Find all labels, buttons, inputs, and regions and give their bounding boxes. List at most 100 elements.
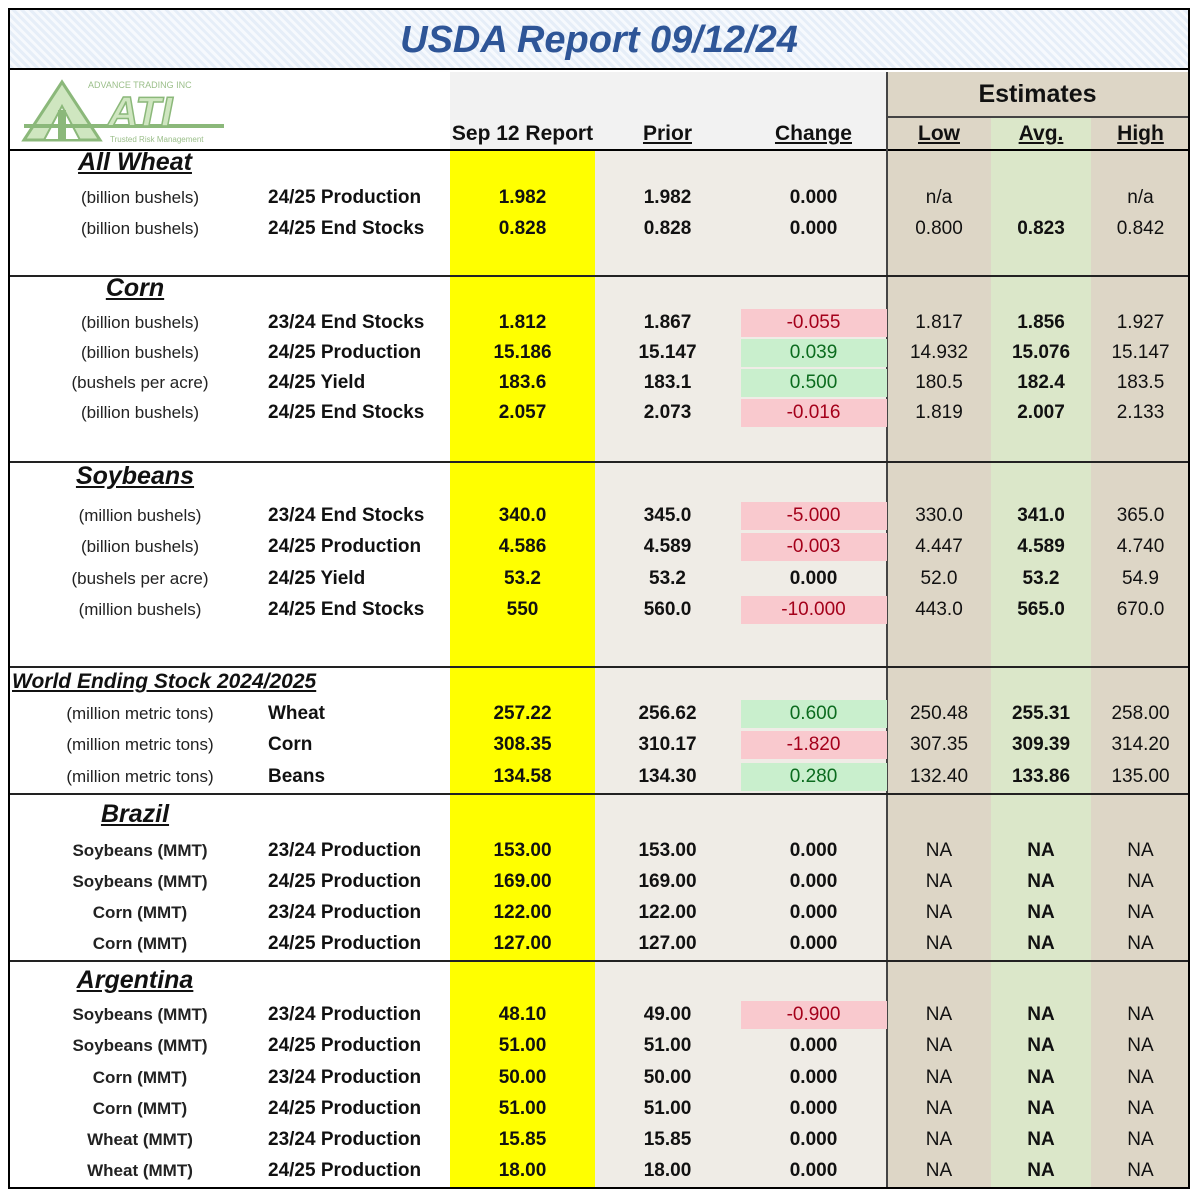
estimate-high: 135.00	[1111, 766, 1170, 787]
change-value: 0.000	[789, 1035, 838, 1056]
current-value: 308.35	[493, 734, 552, 755]
row-unit: (million bushels)	[78, 506, 202, 525]
prior-value: 310.17	[638, 734, 697, 755]
estimate-avg: NA	[1027, 1160, 1055, 1181]
prior-value: 183.1	[643, 372, 692, 393]
estimate-low: 14.932	[909, 342, 969, 363]
current-value: 2.057	[498, 402, 547, 423]
prior-value: 18.00	[643, 1160, 692, 1181]
prior-value: 0.828	[643, 218, 692, 239]
prior-value: 51.00	[643, 1098, 692, 1119]
change-cell: 0.000	[740, 1156, 887, 1186]
row-unit: Soybeans (MMT)	[72, 872, 208, 891]
estimate-low: NA	[925, 1160, 953, 1181]
prior-value: 1.867	[643, 312, 692, 333]
change-cell: 0.000	[740, 1125, 887, 1155]
estimate-low: NA	[925, 1035, 953, 1056]
row-unit: (million metric tons)	[66, 735, 214, 754]
estimate-avg: NA	[1027, 1098, 1055, 1119]
prior-value: 51.00	[643, 1035, 692, 1056]
estimate-low: n/a	[925, 187, 953, 208]
change-value: 0.000	[789, 933, 838, 954]
row-unit: Soybeans (MMT)	[72, 1005, 208, 1024]
table-row: (bushels per acre) 24/25 Yield 183.6 183.1 0…	[10, 368, 1188, 398]
change-cell: 0.000	[740, 898, 887, 928]
estimate-low: 330.0	[915, 505, 963, 526]
row-unit: (million metric tons)	[66, 704, 214, 723]
estimate-high: NA	[1127, 1004, 1154, 1025]
estimate-avg: 15.076	[1011, 342, 1071, 363]
estimate-high: NA	[1127, 902, 1154, 923]
estimate-low: NA	[925, 1004, 953, 1025]
current-value: 4.586	[498, 536, 547, 557]
prior-value: 560.0	[643, 599, 692, 620]
table-row: (million bushels) 24/25 End Stocks 550 560.…	[10, 595, 1188, 625]
change-cell: 0.000	[740, 1094, 887, 1124]
estimate-avg: 0.823	[1017, 218, 1065, 239]
estimate-avg: 182.4	[1017, 372, 1065, 393]
header-band	[450, 72, 887, 150]
change-cell: 0.000	[740, 183, 887, 213]
change-value: 0.000	[789, 218, 838, 239]
estimate-low: NA	[925, 1067, 953, 1088]
estimate-avg: 309.39	[1011, 734, 1071, 755]
estimate-high: n/a	[1127, 187, 1154, 208]
logo-tagline: Trusted Risk Management	[110, 135, 204, 144]
estimate-low: NA	[925, 933, 953, 954]
estimates-divider	[887, 116, 1188, 118]
estimate-high: 0.842	[1116, 218, 1165, 239]
title-bar: USDA Report 09/12/24	[10, 10, 1188, 70]
change-cell: 0.000	[740, 867, 887, 897]
row-unit: (million bushels)	[78, 600, 202, 619]
current-value: 153.00	[493, 840, 552, 861]
table-row: (million metric tons) Corn 308.35 310.17 -1.…	[10, 730, 1188, 760]
table-row: (million metric tons) Beans 134.58 134.30 0.…	[10, 762, 1188, 792]
current-value: 51.00	[498, 1035, 547, 1056]
estimate-avg: 341.0	[1017, 505, 1065, 526]
change-cell: -10.000	[740, 595, 887, 625]
estimate-high: 183.5	[1116, 372, 1165, 393]
table-row: Wheat (MMT) 23/24 Production 15.85 15.85 0.0…	[10, 1125, 1188, 1155]
row-unit: (billion bushels)	[80, 343, 200, 362]
estimate-avg: 565.0	[1017, 599, 1065, 620]
estimate-high: NA	[1127, 871, 1154, 892]
row-label: 23/24 Production	[268, 840, 422, 861]
change-cell: -0.900	[740, 1000, 887, 1030]
estimates-high-band	[1091, 72, 1188, 1187]
prior-value: 2.073	[643, 402, 692, 423]
section-divider	[10, 461, 1188, 463]
prior-value: 53.2	[649, 568, 686, 589]
estimate-high: NA	[1127, 933, 1154, 954]
change-value: -0.003	[740, 533, 887, 561]
current-value: 127.00	[493, 933, 552, 954]
estimate-avg: NA	[1027, 902, 1055, 923]
table-row: Wheat (MMT) 24/25 Production 18.00 18.00 0.0…	[10, 1156, 1188, 1186]
estimate-low: 443.0	[915, 599, 963, 620]
estimate-high: NA	[1127, 1035, 1154, 1056]
estimate-avg: NA	[1027, 1035, 1055, 1056]
row-unit: Corn (MMT)	[92, 934, 188, 953]
section-title: Soybeans	[75, 462, 195, 490]
estimate-high: 15.147	[1111, 342, 1170, 363]
current-value: 169.00	[493, 871, 552, 892]
estimate-avg: NA	[1027, 933, 1055, 954]
prior-value: 50.00	[643, 1067, 692, 1088]
row-label: 24/25 Production	[268, 342, 422, 363]
change-value: 0.000	[789, 1098, 838, 1119]
row-label: 23/24 Production	[268, 1129, 422, 1150]
change-value: 0.000	[789, 871, 838, 892]
change-value: 0.000	[789, 187, 838, 208]
section-title: World Ending Stock 2024/2025	[12, 670, 317, 693]
section-divider	[10, 960, 1188, 962]
col-header-high: High	[1117, 122, 1164, 145]
prior-value: 153.00	[638, 840, 697, 861]
row-unit: Soybeans (MMT)	[72, 841, 208, 860]
logo-mark-text: ATI	[107, 88, 174, 135]
estimates-low-band	[887, 72, 991, 1187]
prior-value: 122.00	[638, 902, 697, 923]
section-title: Argentina	[76, 966, 194, 994]
estimate-avg: 1.856	[1017, 312, 1065, 333]
estimate-low: 52.0	[920, 568, 958, 589]
table-row: (billion bushels) 24/25 Production 15.186 1…	[10, 338, 1188, 368]
header-divider	[10, 149, 1188, 151]
